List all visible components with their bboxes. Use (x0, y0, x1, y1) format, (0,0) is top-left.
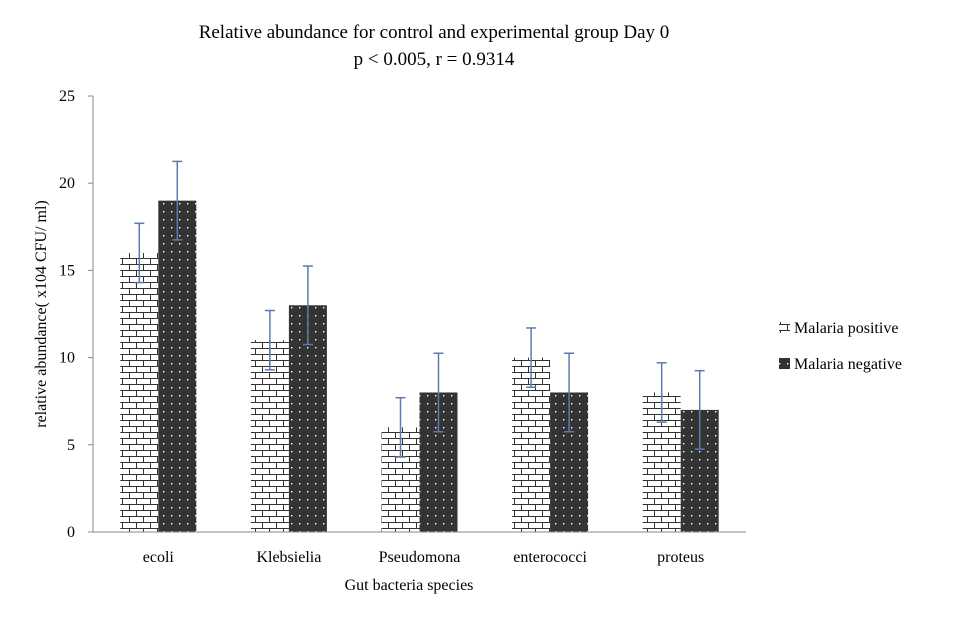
x-axis-label: Gut bacteria species (345, 577, 474, 594)
y-tick-label-25: 25 (59, 88, 75, 105)
error-bar-malaria-positive-enterococci (526, 327, 537, 388)
bar-malaria-positive-ecoli (120, 252, 159, 532)
chart-subtitle: p < 0.005, r = 0.9314 (354, 49, 515, 70)
legend-swatch-malaria-positive (779, 322, 790, 333)
bar-malaria-positive-klebsielia (250, 340, 289, 532)
bars-group (120, 200, 719, 532)
error-bar-malaria-positive-klebsielia (264, 309, 275, 371)
y-ticks-group: 0 5 10 15 20 25 (59, 88, 93, 541)
x-ticks-group: ecoli Klebsielia Pseudomona enterococci prot… (143, 549, 705, 566)
error-bar-malaria-positive-pseudomona (395, 396, 406, 458)
legend-swatch-malaria-negative (779, 358, 790, 369)
legend-label-malaria-positive: Malaria positive (794, 320, 898, 337)
y-tick-label-15: 15 (59, 262, 75, 279)
chart-title: Relative abundance for control and exper… (199, 22, 670, 43)
y-tick-label-5: 5 (67, 437, 75, 454)
y-tick-label-20: 20 (59, 175, 75, 192)
bar-malaria-negative-ecoli (158, 200, 197, 532)
error-bar-malaria-positive-proteus (656, 362, 667, 423)
legend-label-malaria-negative: Malaria negative (794, 356, 902, 373)
legend: Malaria positive Malaria negative (779, 320, 902, 373)
x-tick-label-enterococci: enterococci (513, 549, 587, 566)
x-tick-label-proteus: proteus (657, 549, 704, 566)
error-bar-malaria-negative-enterococci (564, 352, 575, 433)
error-bar-malaria-negative-pseudomona (433, 352, 444, 433)
y-tick-label-0: 0 (67, 524, 75, 541)
error-bar-malaria-negative-ecoli (172, 160, 183, 241)
error-bar-malaria-positive-ecoli (134, 222, 145, 284)
error-bar-malaria-negative-klebsielia (302, 265, 313, 346)
error-bar-malaria-negative-proteus (694, 369, 705, 450)
error-bars-group (134, 160, 705, 458)
y-tick-label-10: 10 (59, 350, 75, 367)
x-tick-label-ecoli: ecoli (143, 549, 175, 566)
x-tick-label-pseudomona: Pseudomona (379, 549, 461, 566)
x-tick-label-klebsielia: Klebsielia (256, 549, 321, 566)
y-axis-label: relative abundance( x104 CFU/ ml) (33, 200, 50, 428)
